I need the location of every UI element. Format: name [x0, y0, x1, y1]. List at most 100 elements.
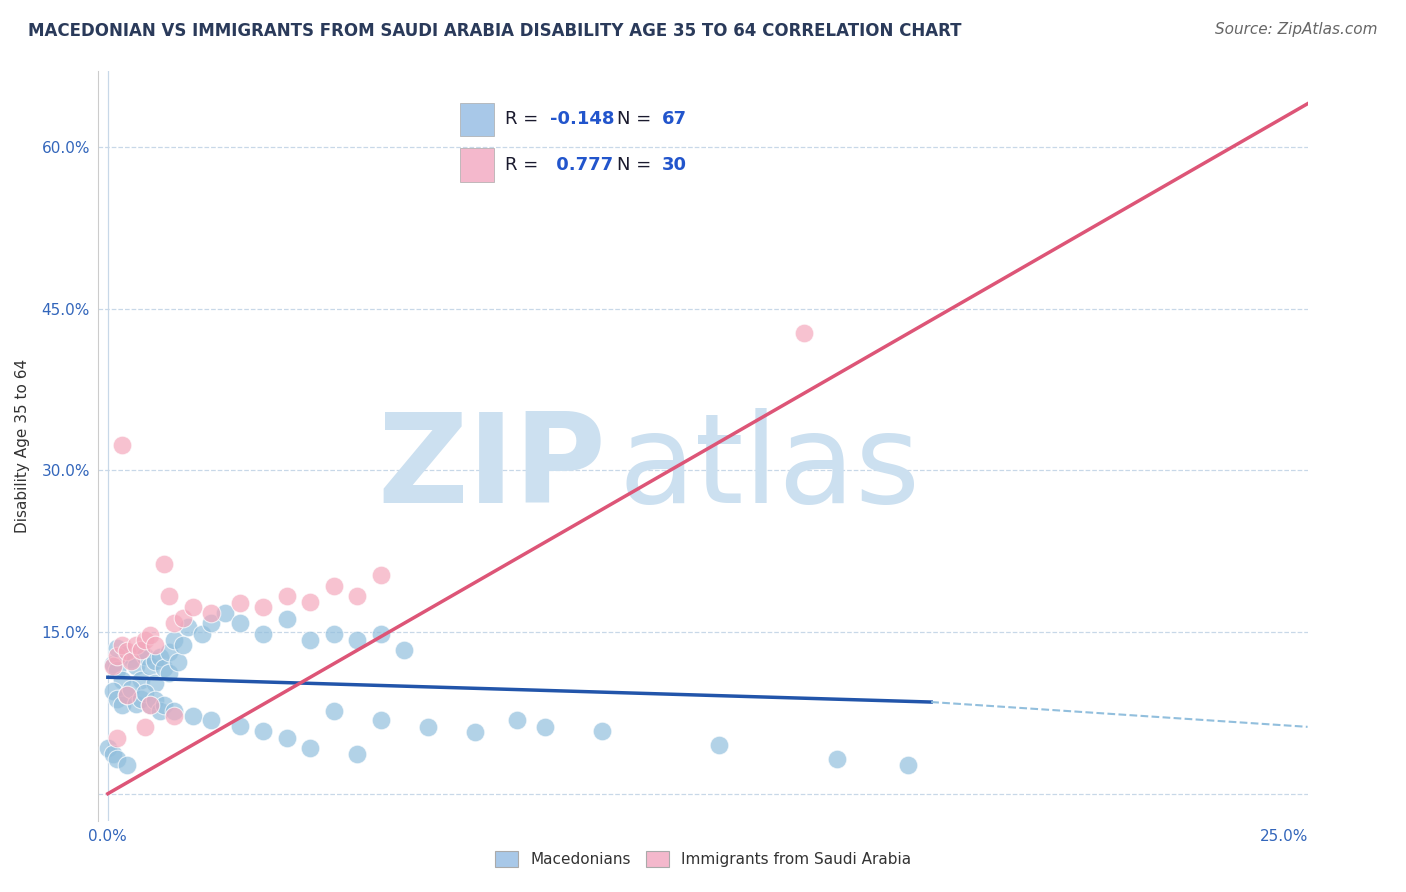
Point — [105, 641, 128, 656]
Point — [228, 719, 250, 733]
Point — [157, 665, 180, 680]
Legend: Macedonians, Immigrants from Saudi Arabia: Macedonians, Immigrants from Saudi Arabi… — [489, 845, 917, 873]
Point — [143, 693, 166, 707]
Point — [370, 627, 392, 641]
Point — [897, 757, 920, 772]
Point — [139, 698, 162, 713]
Point — [167, 655, 190, 669]
Point — [105, 752, 128, 766]
Point — [129, 644, 152, 658]
Point — [299, 595, 322, 609]
Point — [181, 709, 204, 723]
Point — [143, 638, 166, 652]
Point — [163, 616, 186, 631]
Point — [191, 627, 214, 641]
Point — [163, 709, 186, 723]
Point — [252, 724, 274, 739]
Point — [276, 731, 298, 745]
Point — [825, 752, 848, 766]
Point — [153, 698, 176, 713]
Point — [506, 714, 529, 728]
Point — [139, 628, 162, 642]
Point — [111, 698, 134, 713]
Point — [139, 659, 162, 673]
Point — [793, 326, 815, 341]
Point — [134, 632, 156, 647]
Point — [394, 643, 416, 657]
Text: Source: ZipAtlas.com: Source: ZipAtlas.com — [1215, 22, 1378, 37]
Point — [200, 616, 222, 631]
Point — [134, 720, 156, 734]
Point — [134, 686, 156, 700]
Point — [276, 590, 298, 604]
Point — [134, 648, 156, 663]
Point — [709, 738, 731, 752]
Point — [228, 616, 250, 631]
Point — [416, 720, 439, 734]
Point — [346, 590, 368, 604]
Point — [534, 720, 557, 734]
Point — [115, 688, 138, 702]
Point — [105, 648, 128, 663]
Point — [111, 438, 134, 452]
Point — [591, 724, 613, 739]
Point — [101, 659, 124, 673]
Point — [276, 612, 298, 626]
Point — [322, 579, 344, 593]
Point — [115, 688, 138, 702]
Point — [101, 684, 124, 698]
Point — [125, 659, 148, 673]
Point — [120, 682, 142, 697]
Point — [129, 691, 152, 706]
Point — [149, 704, 172, 718]
Point — [157, 590, 180, 604]
Point — [143, 675, 166, 690]
Point — [214, 606, 236, 620]
Point — [200, 714, 222, 728]
Y-axis label: Disability Age 35 to 64: Disability Age 35 to 64 — [15, 359, 31, 533]
Point — [101, 657, 124, 672]
Point — [252, 600, 274, 615]
Point — [322, 627, 344, 641]
Point — [111, 673, 134, 688]
Point — [181, 600, 204, 615]
Point — [172, 638, 194, 652]
Point — [228, 596, 250, 610]
Point — [129, 673, 152, 688]
Point — [111, 638, 134, 652]
Text: atlas: atlas — [619, 408, 921, 529]
Point — [464, 725, 486, 739]
Point — [115, 647, 138, 661]
Point — [105, 691, 128, 706]
Point — [97, 741, 120, 756]
Point — [163, 704, 186, 718]
Point — [322, 704, 344, 718]
Point — [115, 644, 138, 658]
Point — [346, 632, 368, 647]
Point — [370, 567, 392, 582]
Point — [120, 654, 142, 668]
Point — [105, 731, 128, 745]
Point — [120, 652, 142, 666]
Point — [200, 606, 222, 620]
Point — [139, 698, 162, 713]
Point — [153, 660, 176, 674]
Point — [153, 557, 176, 571]
Point — [172, 611, 194, 625]
Point — [157, 645, 180, 659]
Point — [299, 741, 322, 756]
Point — [149, 649, 172, 664]
Point — [299, 632, 322, 647]
Point — [105, 663, 128, 677]
Point — [252, 627, 274, 641]
Text: MACEDONIAN VS IMMIGRANTS FROM SAUDI ARABIA DISABILITY AGE 35 TO 64 CORRELATION C: MACEDONIAN VS IMMIGRANTS FROM SAUDI ARAB… — [28, 22, 962, 40]
Point — [346, 747, 368, 761]
Point — [143, 654, 166, 668]
Point — [115, 757, 138, 772]
Point — [129, 643, 152, 657]
Point — [370, 714, 392, 728]
Point — [101, 747, 124, 761]
Point — [125, 638, 148, 652]
Point — [177, 619, 200, 633]
Point — [163, 632, 186, 647]
